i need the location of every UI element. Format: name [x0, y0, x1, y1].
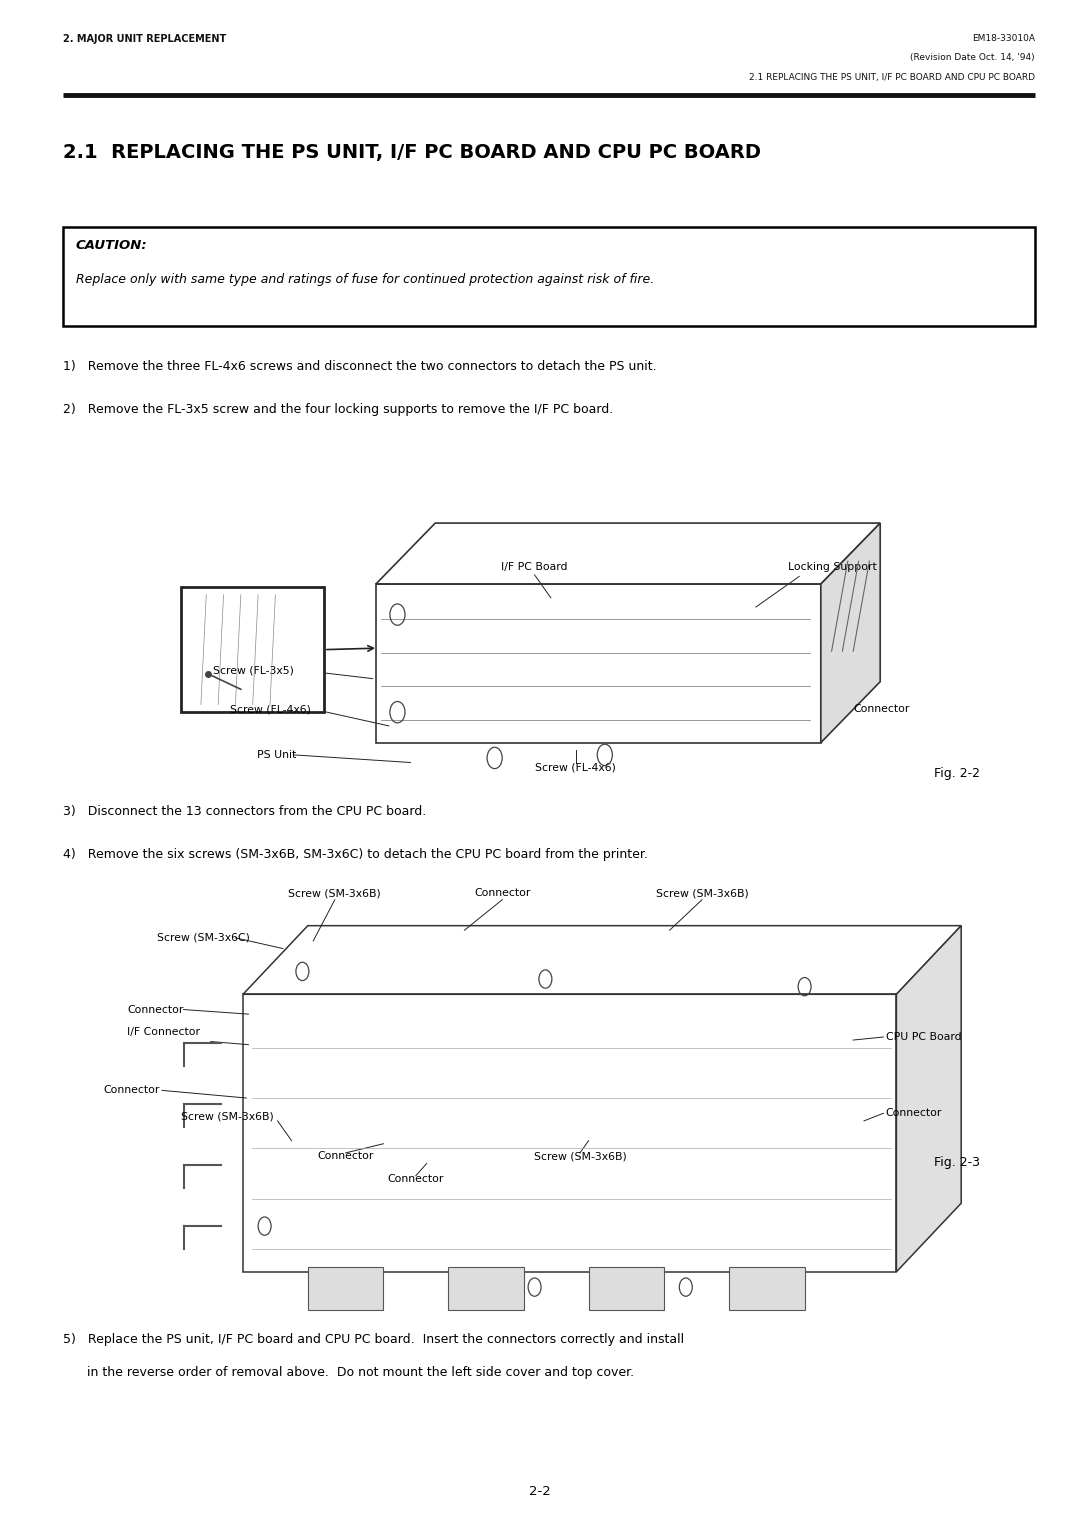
- Text: Fig. 2-2: Fig. 2-2: [934, 767, 981, 781]
- Bar: [589, 1267, 664, 1310]
- Text: Screw (SM-3x6B): Screw (SM-3x6B): [656, 888, 748, 898]
- Text: in the reverse order of removal above.  Do not mount the left side cover and top: in the reverse order of removal above. D…: [63, 1366, 634, 1380]
- Bar: [308, 1267, 383, 1310]
- Text: Screw (FL-4x6): Screw (FL-4x6): [536, 762, 616, 773]
- Text: 1)   Remove the three FL-4x6 screws and disconnect the two connectors to detach : 1) Remove the three FL-4x6 screws and di…: [63, 360, 657, 374]
- Text: 2. MAJOR UNIT REPLACEMENT: 2. MAJOR UNIT REPLACEMENT: [63, 34, 226, 44]
- Bar: [448, 1267, 524, 1310]
- Bar: [181, 587, 324, 712]
- Text: EM18-33010A: EM18-33010A: [972, 34, 1035, 43]
- Text: Connector: Connector: [853, 705, 909, 714]
- Text: 5)   Replace the PS unit, I/F PC board and CPU PC board.  Insert the connectors : 5) Replace the PS unit, I/F PC board and…: [63, 1333, 684, 1347]
- Text: Connector: Connector: [104, 1086, 160, 1095]
- Text: Locking Support: Locking Support: [788, 561, 877, 572]
- Text: CAUTION:: CAUTION:: [76, 239, 147, 253]
- Polygon shape: [896, 926, 961, 1272]
- Text: Connector: Connector: [474, 888, 530, 898]
- Text: Connector: Connector: [318, 1151, 374, 1162]
- Text: Screw (SM-3x6C): Screw (SM-3x6C): [157, 933, 249, 942]
- Text: 4)   Remove the six screws (SM-3x6B, SM-3x6C) to detach the CPU PC board from th: 4) Remove the six screws (SM-3x6B, SM-3x…: [63, 848, 648, 862]
- Text: Screw (SM-3x6B): Screw (SM-3x6B): [288, 888, 381, 898]
- Text: Screw (FL-4x6): Screw (FL-4x6): [230, 705, 311, 714]
- Text: Fig. 2-3: Fig. 2-3: [934, 1156, 981, 1170]
- Polygon shape: [821, 523, 880, 743]
- Text: 3)   Disconnect the 13 connectors from the CPU PC board.: 3) Disconnect the 13 connectors from the…: [63, 805, 426, 819]
- Text: Screw (FL-3x5): Screw (FL-3x5): [213, 666, 294, 676]
- Text: (Revision Date Oct. 14, '94): (Revision Date Oct. 14, '94): [910, 53, 1035, 63]
- Text: CPU PC Board: CPU PC Board: [886, 1032, 961, 1042]
- Text: Screw (SM-3x6B): Screw (SM-3x6B): [181, 1112, 274, 1121]
- Text: 2.1  REPLACING THE PS UNIT, I/F PC BOARD AND CPU PC BOARD: 2.1 REPLACING THE PS UNIT, I/F PC BOARD …: [63, 143, 760, 162]
- Text: 2.1 REPLACING THE PS UNIT, I/F PC BOARD AND CPU PC BOARD: 2.1 REPLACING THE PS UNIT, I/F PC BOARD …: [748, 73, 1035, 82]
- Text: Screw (SM-3x6B): Screw (SM-3x6B): [534, 1151, 626, 1162]
- Text: 2-2: 2-2: [529, 1484, 551, 1498]
- Text: Replace only with same type and ratings of fuse for continued protection against: Replace only with same type and ratings …: [76, 273, 653, 287]
- Text: Connector: Connector: [127, 1005, 184, 1014]
- Text: I/F Connector: I/F Connector: [127, 1028, 201, 1037]
- Text: Connector: Connector: [388, 1174, 444, 1185]
- Text: 2)   Remove the FL-3x5 screw and the four locking supports to remove the I/F PC : 2) Remove the FL-3x5 screw and the four …: [63, 403, 612, 416]
- Text: Connector: Connector: [886, 1109, 942, 1118]
- Bar: [63, 227, 1035, 326]
- Bar: [729, 1267, 805, 1310]
- Text: I/F PC Board: I/F PC Board: [501, 561, 568, 572]
- Text: PS Unit: PS Unit: [257, 750, 296, 759]
